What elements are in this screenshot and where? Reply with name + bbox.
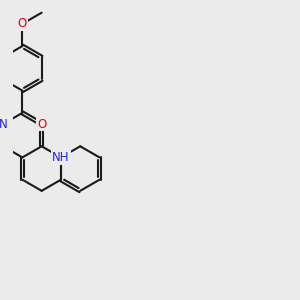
Text: N: N: [0, 118, 8, 130]
Text: O: O: [37, 118, 46, 130]
Text: O: O: [18, 17, 27, 30]
Text: NH: NH: [52, 151, 70, 164]
Text: O: O: [37, 118, 46, 130]
